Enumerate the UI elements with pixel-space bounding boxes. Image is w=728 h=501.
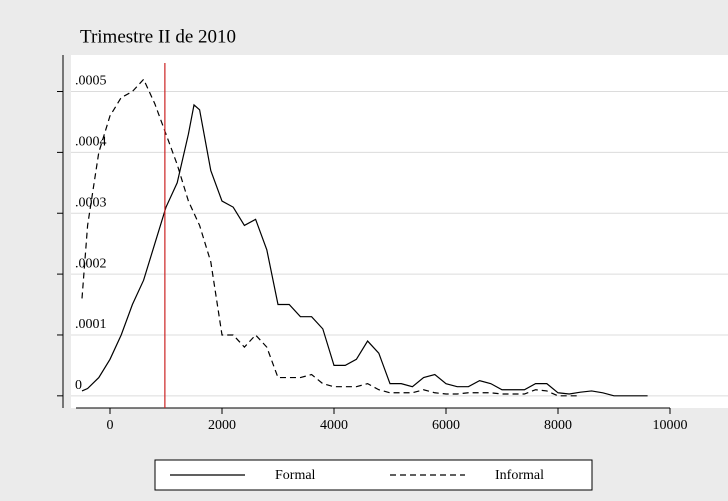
y-tick-label: .0002 [75,256,107,271]
x-tick-label: 8000 [544,418,572,433]
y-tick-label: .0005 [75,74,107,89]
series-line [81,78,581,397]
x-tick-label: 2000 [208,418,236,433]
y-tick-label: .0001 [75,317,107,332]
x-tick-label: 6000 [432,418,460,433]
x-tick-label: 0 [107,418,114,433]
plot-area [71,55,728,408]
legend-label: Formal [275,468,316,483]
chart-title: Trimestre II de 2010 [80,26,236,47]
y-tick-label: .0004 [75,135,107,150]
legend-label: Informal [495,468,544,483]
x-tick-label: 4000 [320,418,348,433]
series-line [81,103,648,397]
x-tick-label: 10000 [653,418,688,433]
y-tick-label: 0 [75,378,82,393]
